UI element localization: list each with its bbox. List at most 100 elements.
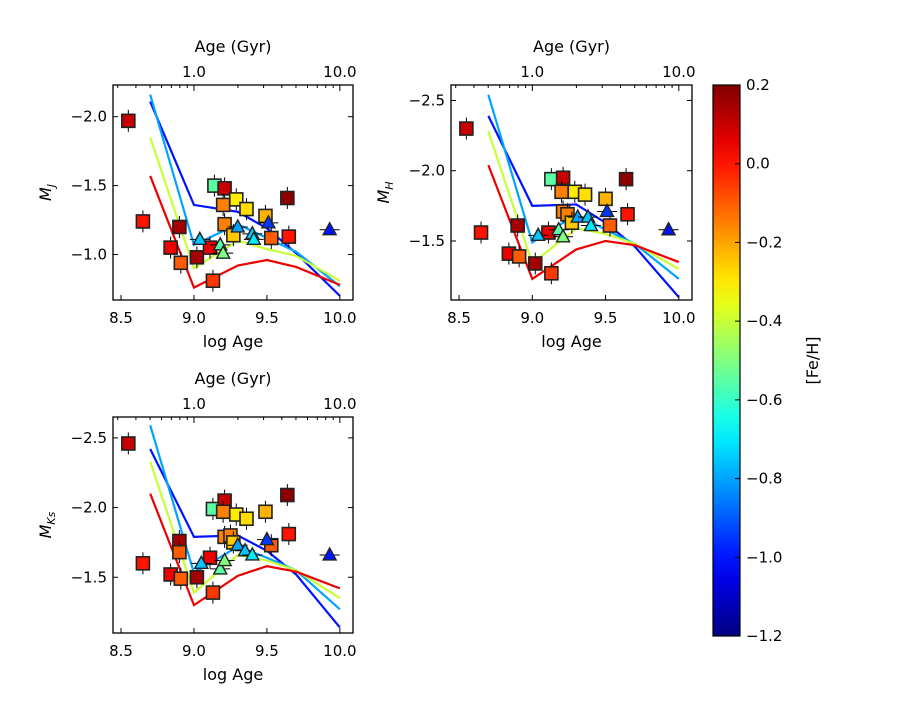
x-tick-label: 9.5 bbox=[255, 642, 279, 660]
axes-frame bbox=[450, 84, 693, 301]
colorbar-tick-label: −0.4 bbox=[746, 312, 782, 330]
cluster-square bbox=[280, 487, 295, 503]
cluster-triangle bbox=[230, 218, 246, 233]
cluster-square bbox=[173, 255, 189, 271]
top-axis-label: Age (Gyr) bbox=[195, 37, 272, 56]
cluster-square bbox=[527, 256, 543, 271]
x-tick-label: 9.0 bbox=[520, 309, 544, 327]
cluster-square bbox=[459, 121, 474, 136]
plot-area bbox=[121, 94, 341, 297]
colorbar-label: [Fe/H] bbox=[803, 336, 822, 384]
cluster-square bbox=[280, 190, 295, 206]
x-tick-label: 8.5 bbox=[447, 309, 471, 327]
panel-MH: 8.5 9.0 9.5 10.0 −2.5 −2.0 −1.5 1.0 10.0 Age (Gyr… bbox=[374, 37, 696, 351]
cluster-square bbox=[510, 218, 525, 233]
y-label-subscript: J bbox=[45, 184, 58, 189]
plot-area bbox=[459, 94, 680, 298]
cluster-square bbox=[258, 504, 273, 520]
colorbar-tick-label: −0.6 bbox=[746, 391, 782, 409]
cluster-square bbox=[189, 249, 205, 265]
cluster-square bbox=[215, 197, 231, 213]
x-tick-label: 9.0 bbox=[182, 642, 206, 660]
colorbar-tick-label: −1.2 bbox=[746, 627, 782, 645]
cluster-square bbox=[281, 229, 297, 244]
cluster-square bbox=[121, 436, 136, 451]
y-label-main: M bbox=[36, 187, 55, 201]
cluster-triangle bbox=[530, 226, 546, 242]
top-tick-label: 1.0 bbox=[520, 63, 544, 81]
y-label-subscript: Ks bbox=[45, 511, 58, 524]
x-tick-label: 10.0 bbox=[662, 309, 695, 327]
cluster-triangle bbox=[321, 221, 338, 236]
axes-frame bbox=[112, 416, 354, 634]
panel-MKs: 8.5 9.0 9.5 10.0 −2.5 −2.0 −1.5 1.0 10.0 Age (Gyr… bbox=[36, 369, 357, 684]
y-tick-label: −1.5 bbox=[71, 177, 107, 195]
cluster-triangle bbox=[259, 531, 275, 546]
cluster-square bbox=[172, 219, 187, 235]
cluster-triangle bbox=[193, 554, 209, 570]
cluster-square bbox=[598, 191, 613, 207]
y-axis-label: MH bbox=[374, 181, 396, 203]
cluster-square bbox=[263, 230, 279, 246]
top-tick-label: 10.0 bbox=[323, 395, 356, 413]
colorbar-tick-label: 0.2 bbox=[746, 76, 770, 94]
y-tick-label: −2.0 bbox=[71, 108, 107, 126]
x-axis-label: log Age bbox=[203, 665, 263, 684]
cluster-triangle bbox=[215, 244, 231, 259]
cluster-triangle bbox=[244, 546, 261, 561]
x-tick-label: 9.0 bbox=[182, 309, 206, 327]
x-tick-label: 10.0 bbox=[323, 309, 356, 327]
colorbar-tick-label: −0.8 bbox=[746, 470, 782, 488]
cluster-square bbox=[215, 504, 231, 520]
cluster-square bbox=[189, 569, 205, 585]
cluster-square bbox=[554, 184, 569, 200]
cluster-triangle bbox=[230, 536, 246, 551]
cluster-square bbox=[544, 266, 559, 281]
top-tick-label: 10.0 bbox=[323, 63, 356, 81]
top-tick-label: 1.0 bbox=[182, 63, 206, 81]
cluster-square bbox=[511, 249, 527, 264]
top-axis-label: Age (Gyr) bbox=[533, 37, 610, 56]
cluster-triangle bbox=[260, 214, 277, 229]
colorbar-bar bbox=[712, 84, 741, 637]
cluster-triangle bbox=[192, 230, 208, 246]
top-axis-label: Age (Gyr) bbox=[195, 369, 272, 388]
cluster-square bbox=[172, 544, 187, 560]
colorbar-tick-label: −1.0 bbox=[746, 548, 782, 566]
y-tick-label: −1.5 bbox=[71, 568, 107, 586]
y-axis-label: MJ bbox=[36, 184, 58, 201]
colorbar-tick-label: −0.2 bbox=[746, 233, 782, 251]
cluster-square bbox=[239, 201, 254, 217]
cluster-square bbox=[217, 181, 232, 196]
plot-area bbox=[121, 425, 341, 629]
cluster-square bbox=[173, 571, 189, 586]
cluster-triangle bbox=[660, 221, 677, 236]
x-tick-label: 9.5 bbox=[255, 309, 279, 327]
y-tick-label: −2.5 bbox=[71, 429, 107, 447]
isochrone-line bbox=[487, 115, 680, 298]
panel-MJ: 8.5 9.0 9.5 10.0 −2.0 −1.5 −1.0 1.0 10.0 Age (Gyr… bbox=[36, 37, 357, 351]
cluster-triangle bbox=[216, 552, 233, 567]
cluster-square bbox=[205, 585, 221, 600]
x-tick-label: 10.0 bbox=[323, 642, 356, 660]
cluster-triangle bbox=[321, 546, 338, 561]
cluster-square bbox=[618, 171, 634, 187]
cluster-triangle bbox=[555, 228, 571, 243]
x-tick-label: 8.5 bbox=[109, 309, 133, 327]
y-axis-label: MKs bbox=[36, 511, 58, 538]
y-label-main: M bbox=[36, 524, 55, 538]
top-tick-label: 10.0 bbox=[662, 63, 695, 81]
y-tick-label: −2.5 bbox=[409, 91, 445, 109]
y-tick-label: −1.5 bbox=[409, 232, 445, 250]
cluster-square bbox=[473, 225, 489, 240]
y-tick-label: −2.0 bbox=[409, 162, 445, 180]
cluster-square bbox=[121, 113, 136, 129]
colorbar: 0.2 0.0 −0.2 −0.4 −0.6 −0.8 −1.0 −1.2 [Fe/H] bbox=[712, 76, 822, 645]
y-label-main: M bbox=[374, 190, 393, 204]
x-tick-label: 9.5 bbox=[594, 309, 618, 327]
cluster-triangle bbox=[570, 208, 586, 223]
cluster-triangle bbox=[246, 230, 262, 246]
cluster-square bbox=[577, 187, 593, 202]
colorbar-tick-label: 0.0 bbox=[746, 155, 770, 173]
